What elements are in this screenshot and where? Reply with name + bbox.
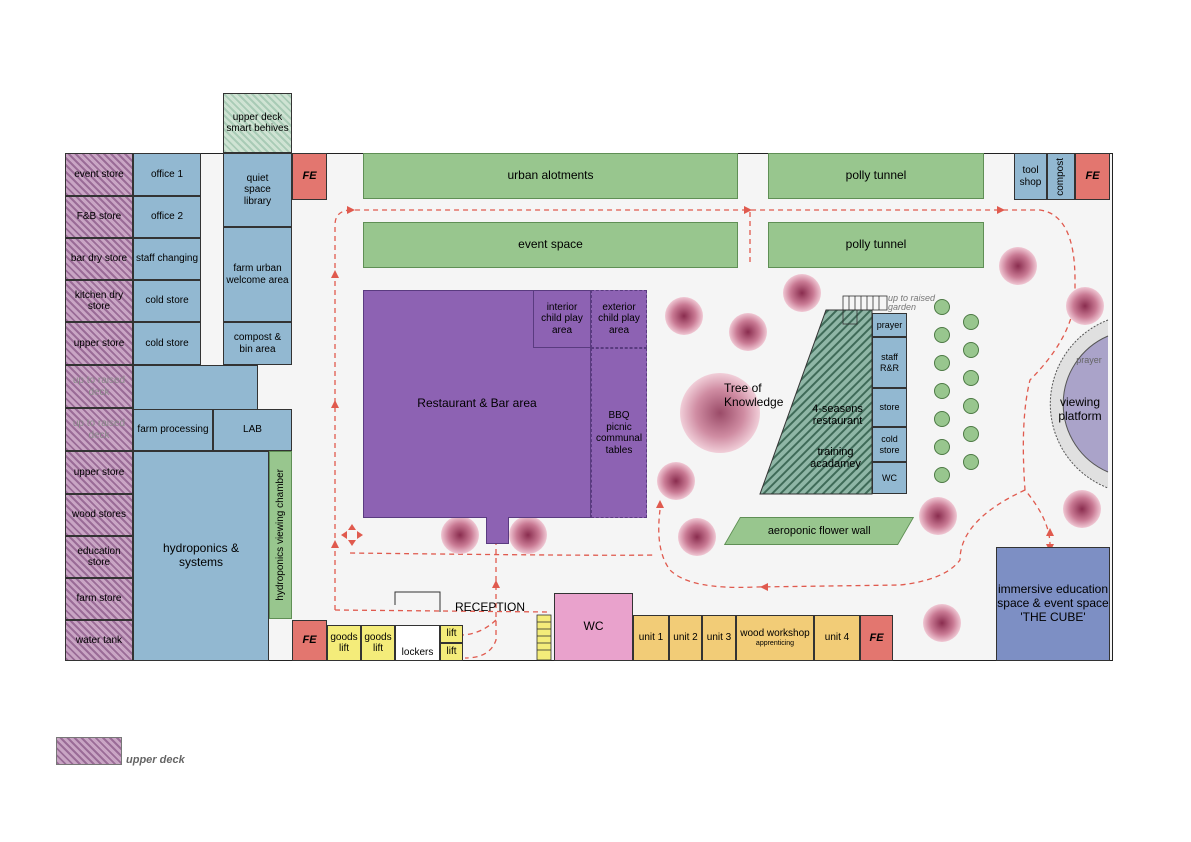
fire-exit-bottom-left: FE (292, 620, 327, 661)
up-to-raised-deck-1: up to raised deck (65, 365, 133, 408)
upper-store-2: upper store (65, 451, 133, 494)
reception-label: RECEPTION (455, 600, 526, 614)
water-tank: water tank (65, 620, 133, 661)
lockers: lockers (395, 625, 440, 661)
planting-circles (934, 299, 979, 483)
academy-store: store (872, 388, 907, 427)
bar-dry-store: bar dry store (65, 238, 133, 280)
viewing-platform-shape (1049, 319, 1109, 489)
farm-urban-welcome-area: farm urban welcome area (223, 227, 292, 322)
unit-2: unit 2 (669, 615, 702, 661)
polly-tunnel-2: polly tunnel (768, 222, 984, 268)
compost-bin-area: compost & bin area (223, 322, 292, 365)
academy-wc: WC (872, 462, 907, 494)
route-path (334, 209, 1076, 659)
cold-store-1: cold store (133, 280, 201, 322)
compass-arrows-icon (341, 524, 363, 546)
upper-deck-smart-behives: upper deck smart behives (223, 93, 292, 153)
four-seasons-restaurant-label: 4-seasons restaurant (812, 403, 863, 427)
reception-outline (394, 591, 441, 612)
polly-tunnel-1: polly tunnel (768, 153, 984, 199)
event-store: event store (65, 153, 133, 196)
fb-store: F&B store (65, 196, 133, 238)
unit-4: unit 4 (814, 615, 860, 661)
wc-main: WC (554, 593, 633, 661)
education-store: education store (65, 536, 133, 578)
up-to-raised-deck-2: up to raised deck (65, 408, 133, 451)
lift-2: lift (440, 643, 463, 661)
viewing-platform-label: viewing platform (1058, 395, 1102, 423)
the-cube: immersive education space & event space … (996, 547, 1110, 661)
exterior-child-play-area: exterior child play area (591, 290, 647, 348)
fire-exit-top-right: FE (1075, 153, 1110, 200)
goods-lift-1: goods lift (327, 625, 361, 661)
up-to-raised-garden-label: up to raised garden (888, 293, 936, 313)
office-1: office 1 (133, 153, 201, 196)
quiet-space-library: quiet space library (223, 153, 292, 227)
wood-stores: wood stores (65, 494, 133, 536)
circulation-area (133, 365, 258, 409)
hydroponics-viewing-chamber: hydroponics viewing chamber (269, 451, 292, 619)
reception-stair-icon (536, 614, 552, 661)
tree-of-knowledge-label: Tree of Knowledge (724, 381, 784, 409)
tree-group (441, 247, 1104, 642)
lab: LAB (213, 409, 292, 451)
training-academy-label: training acadamey (810, 446, 861, 470)
route-arrows (331, 206, 1054, 591)
bbq-picnic-tables: BBQ picnic communal tables (591, 348, 647, 518)
platform-prayer-label: prayer (1076, 355, 1102, 365)
legend-label: upper deck (126, 754, 185, 766)
fire-exit-top-left: FE (292, 153, 327, 200)
restaurant-entrance (486, 517, 509, 544)
office-2: office 2 (133, 196, 201, 238)
aeroponic-flower-wall: aeroponic flower wall (723, 517, 915, 545)
unit-3: unit 3 (702, 615, 736, 661)
farm-processing: farm processing (133, 409, 213, 451)
staff-rr: staff R&R (872, 337, 907, 388)
compost: compost (1047, 153, 1075, 200)
hydroponics-systems: hydroponics & systems (133, 451, 269, 661)
fire-exit-bottom-right: FE (860, 615, 893, 661)
upper-store-1: upper store (65, 322, 133, 365)
unit-1: unit 1 (633, 615, 669, 661)
stair-icon (842, 295, 888, 325)
goods-lift-2: goods lift (361, 625, 395, 661)
interior-child-play-area: interior child play area (533, 290, 591, 348)
event-space: event space (363, 222, 738, 268)
cold-store-2: cold store (133, 322, 201, 365)
academy-cold-store: cold store (872, 427, 907, 462)
lift-1: lift (440, 625, 463, 643)
staff-changing: staff changing (133, 238, 201, 280)
prayer-room: prayer (872, 313, 907, 337)
kitchen-dry-store: kitchen dry store (65, 280, 133, 322)
legend-swatch (56, 737, 122, 765)
wood-workshop: wood workshop apprenticing (736, 615, 814, 661)
tool-shop: tool shop (1014, 153, 1047, 200)
farm-store: farm store (65, 578, 133, 620)
urban-alotments: urban alotments (363, 153, 738, 199)
